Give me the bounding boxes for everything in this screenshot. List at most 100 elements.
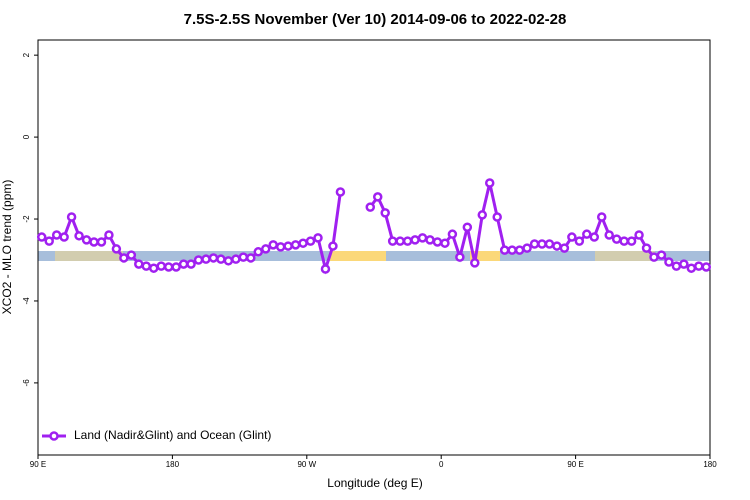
data-point	[313, 233, 323, 243]
x-tick-label: 0	[439, 460, 444, 469]
data-point	[470, 258, 480, 268]
data-point	[604, 230, 614, 240]
y-tick-label: -4	[22, 297, 31, 305]
data-point	[290, 240, 301, 250]
data-point	[74, 231, 84, 241]
data-point	[253, 247, 264, 257]
data-point	[492, 212, 502, 222]
data-point	[260, 244, 271, 254]
data-point	[283, 241, 293, 251]
data-point	[335, 187, 346, 197]
data-point	[574, 236, 585, 246]
data-point	[447, 229, 458, 239]
data-point	[484, 178, 495, 188]
data-point	[305, 236, 316, 246]
legend-marker	[49, 431, 59, 441]
data-point	[59, 232, 69, 242]
data-point	[328, 241, 338, 251]
data-point	[208, 253, 219, 263]
data-point	[156, 261, 166, 271]
data-point	[634, 230, 644, 240]
data-point	[507, 245, 517, 255]
x-tick-label: 90 E	[30, 460, 46, 469]
data-point	[559, 243, 570, 253]
data-point	[552, 241, 562, 251]
data-point	[589, 232, 600, 242]
land-strip	[470, 251, 500, 261]
data-point	[611, 234, 622, 244]
data-point	[641, 243, 652, 253]
x-tick-label: 90 E	[567, 460, 583, 469]
data-point	[701, 262, 712, 272]
data-point	[268, 240, 278, 250]
data-point	[148, 263, 159, 273]
y-tick-label: -6	[22, 379, 31, 387]
data-point	[387, 236, 398, 246]
chart-title: 7.5S-2.5S November (Ver 10) 2014-09-06 t…	[184, 11, 567, 28]
land-strip	[330, 251, 386, 261]
data-point	[365, 202, 376, 212]
data-point	[126, 250, 137, 260]
data-point	[462, 222, 473, 232]
data-point	[275, 242, 286, 252]
data-point	[104, 230, 114, 240]
data-point	[201, 254, 211, 264]
surface-strip	[38, 251, 710, 261]
data-point	[223, 256, 234, 266]
data-point	[499, 245, 510, 255]
data-point	[96, 237, 107, 247]
data-point	[455, 252, 465, 262]
data-point	[529, 239, 540, 249]
data-point	[656, 250, 667, 260]
data-point	[320, 264, 331, 274]
y-axis-label: XCO2 - MLO trend (ppm)	[0, 180, 14, 315]
data-point	[298, 238, 308, 248]
data-point	[44, 236, 54, 246]
legend-label: Land (Nadir&Glint) and Ocean (Glint)	[74, 428, 271, 442]
plot-frame	[37, 39, 711, 456]
data-point	[626, 236, 637, 246]
data-point	[36, 232, 47, 242]
data-point	[89, 237, 99, 247]
data-point	[514, 245, 525, 255]
data-point	[567, 232, 577, 242]
data-point	[410, 235, 420, 245]
data-point	[238, 252, 249, 262]
data-point	[432, 237, 443, 247]
data-point	[246, 253, 256, 263]
land-strip	[55, 251, 123, 261]
data-point	[119, 253, 129, 263]
x-tick-label: 180	[166, 460, 180, 469]
y-tick-label: 2	[22, 52, 31, 57]
data-point	[193, 255, 204, 265]
data-point	[141, 261, 152, 271]
data-point	[81, 235, 92, 245]
data-point	[178, 259, 189, 269]
y-tick-label: -2	[22, 215, 31, 223]
data-point	[163, 262, 174, 272]
data-point	[171, 262, 181, 272]
data-point	[440, 238, 450, 248]
data-point	[664, 257, 674, 267]
data-point	[544, 239, 555, 249]
data-point	[111, 244, 122, 254]
data-point	[582, 229, 592, 239]
data-point	[537, 239, 547, 249]
data-point	[402, 236, 413, 246]
data-point	[186, 259, 196, 269]
data-point	[425, 235, 435, 245]
data-point	[522, 243, 532, 253]
x-tick-label: 180	[703, 460, 717, 469]
data-point	[372, 192, 383, 202]
data-point	[134, 259, 144, 269]
data-point	[477, 210, 488, 220]
data-point	[66, 212, 77, 222]
data-point	[216, 254, 226, 264]
data-point	[380, 208, 390, 218]
data-point	[51, 230, 62, 240]
x-tick-label: 90 W	[297, 460, 316, 469]
y-tick-label: 0	[22, 134, 31, 139]
data-point	[417, 233, 428, 243]
land-strip	[595, 251, 655, 261]
